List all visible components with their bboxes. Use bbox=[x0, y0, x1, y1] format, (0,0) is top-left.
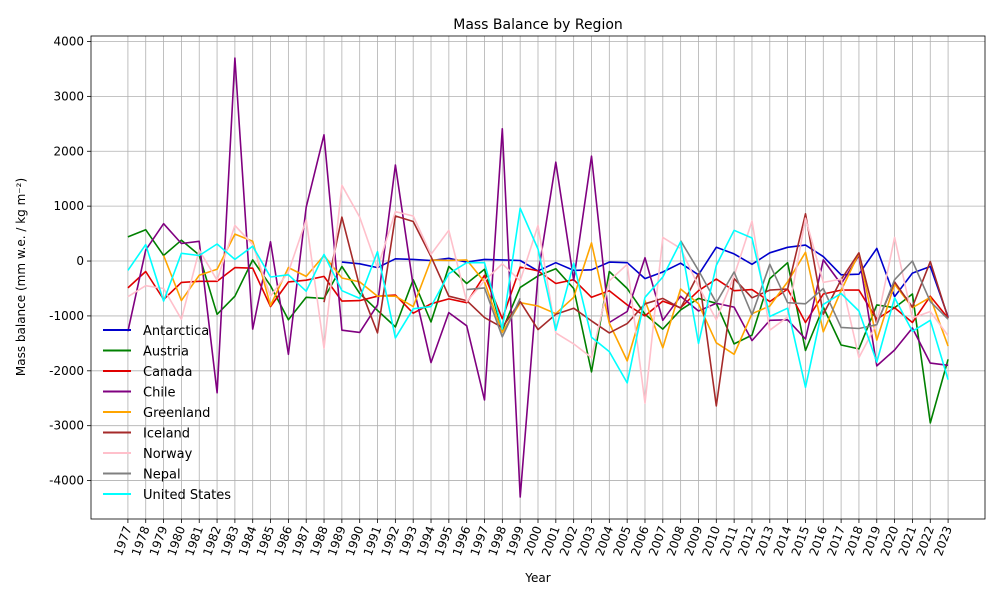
grid bbox=[91, 36, 985, 519]
y-tick-label: -2000 bbox=[49, 364, 84, 378]
legend-entry: United States bbox=[143, 488, 231, 503]
legend: Antarctica Austria Canada Chile Greenland Ice… bbox=[103, 324, 231, 503]
y-tick-label: -3000 bbox=[49, 419, 84, 433]
legend-entry: Canada bbox=[143, 365, 192, 380]
series-layer bbox=[127, 57, 949, 498]
legend-entry: Austria bbox=[143, 345, 189, 360]
legend-entry: Nepal bbox=[143, 468, 181, 483]
y-tick-label: -4000 bbox=[49, 474, 84, 488]
x-axis-label: Year bbox=[524, 571, 550, 585]
y-axis: -4000 -3000 -2000 -1000 0 1000 2000 3000 4000 bbox=[49, 34, 91, 488]
legend-entry: Greenland bbox=[143, 406, 210, 421]
y-tick-label: 3000 bbox=[53, 89, 84, 103]
y-tick-label: 1000 bbox=[53, 199, 84, 213]
y-axis-label: Mass balance (mm w.e. / kg m⁻²) bbox=[14, 178, 28, 376]
legend-entry: Chile bbox=[143, 386, 176, 401]
series-line-nepal bbox=[466, 240, 949, 338]
y-tick-label: 0 bbox=[76, 254, 84, 268]
chart-title: Mass Balance by Region bbox=[453, 17, 623, 33]
y-tick-label: 2000 bbox=[53, 144, 84, 158]
series-line-chile bbox=[127, 57, 949, 498]
series-line-united-states bbox=[127, 207, 949, 389]
series-line-norway bbox=[127, 184, 949, 404]
y-tick-label: -1000 bbox=[49, 309, 84, 323]
y-tick-label: 4000 bbox=[53, 34, 84, 48]
legend-entry: Norway bbox=[143, 447, 193, 462]
legend-entry: Antarctica bbox=[143, 324, 209, 339]
series-line-iceland bbox=[323, 213, 949, 407]
legend-entry: Iceland bbox=[143, 427, 190, 442]
